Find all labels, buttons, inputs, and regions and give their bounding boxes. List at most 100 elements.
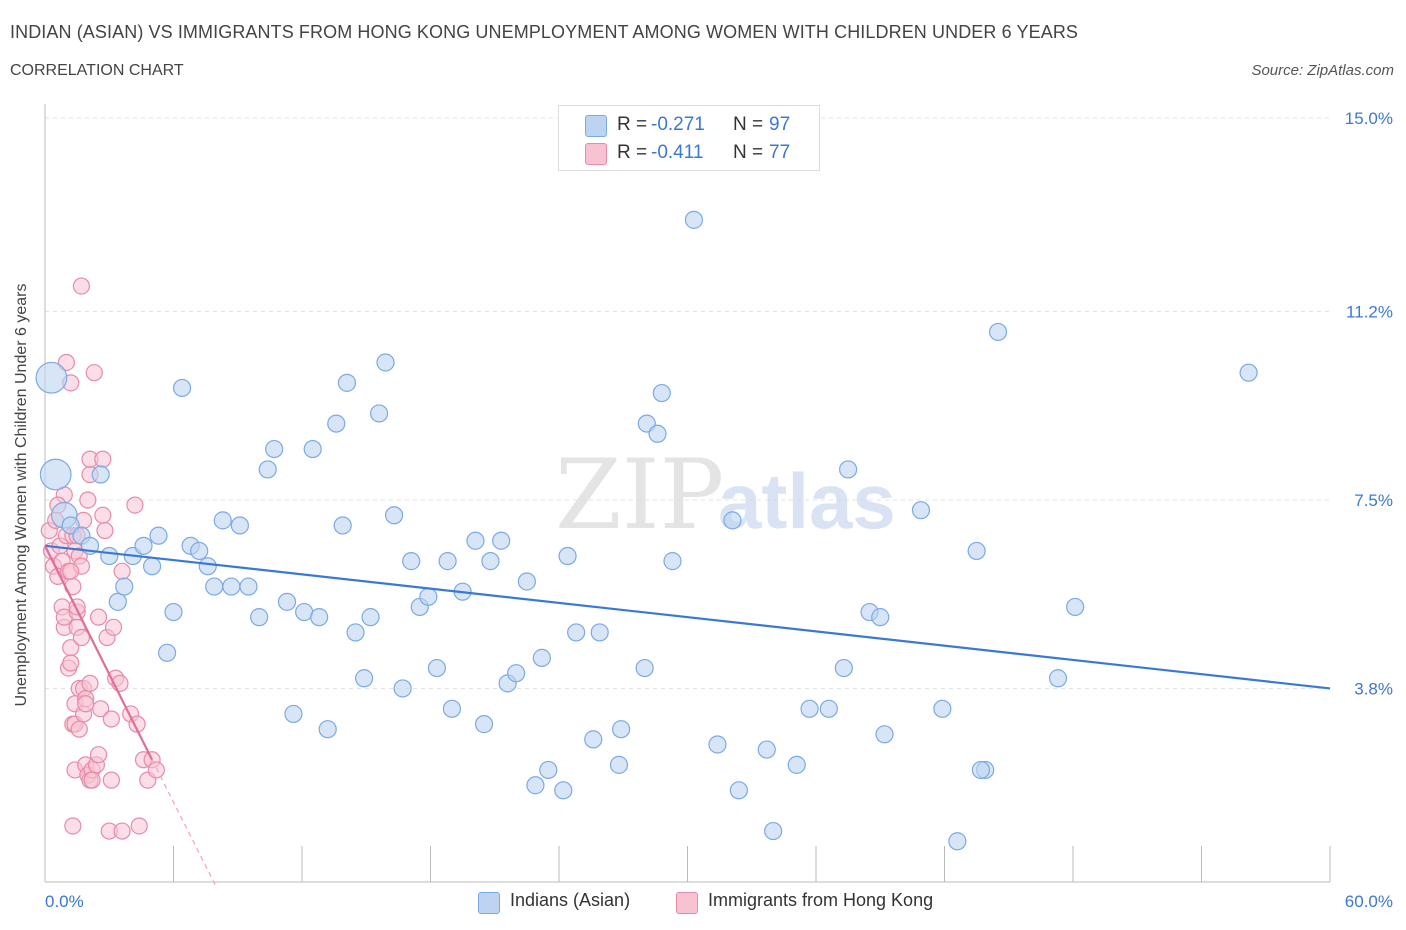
indians-point (100, 546, 119, 566)
indians-point (442, 699, 462, 718)
hongkong-point (104, 618, 123, 636)
hongkong-point (79, 491, 97, 509)
indians-point (198, 557, 217, 576)
indians-point (988, 322, 1008, 342)
hongkong-point (64, 817, 82, 835)
indians-point (648, 424, 667, 443)
hongkong-point (77, 695, 95, 713)
indians-point (612, 720, 631, 739)
indians-point (427, 658, 447, 678)
hongkong-point (102, 710, 120, 728)
indians-point (303, 439, 322, 459)
trend-lines (44, 544, 1331, 888)
indians-point (164, 602, 183, 622)
indians-point (149, 526, 168, 545)
indians-point (1048, 669, 1068, 688)
hongkong-point (89, 746, 108, 764)
indians-point (663, 552, 682, 571)
indians-point (635, 658, 654, 678)
indians-point (402, 552, 421, 571)
indians-point (250, 608, 269, 627)
chart-title: INDIAN (ASIAN) VS IMMIGRANTS FROM HONG K… (10, 22, 1079, 42)
indians-point (532, 648, 551, 667)
legend-r-label: R = (617, 114, 648, 135)
source-label: Source: ZipAtlas.com (1251, 62, 1394, 79)
indians-point (584, 730, 603, 749)
indians-point (438, 552, 457, 571)
indians-point (134, 536, 153, 555)
indians-point (157, 643, 177, 662)
indians-point (142, 557, 162, 576)
indians-point (723, 511, 742, 530)
chart-subtitle: CORRELATION CHART (10, 62, 184, 79)
indians-point (205, 577, 224, 596)
indians-point (757, 740, 776, 759)
indians-point (265, 439, 284, 459)
correlation-legend: R = -0.271 N = 97 R = -0.411 N = 77 (558, 105, 820, 171)
watermark: ZIP atlas (555, 439, 896, 551)
hongkong-point (68, 598, 86, 616)
indians-point (526, 776, 545, 795)
indians-point (590, 623, 609, 642)
hongkong-point (70, 720, 88, 738)
hongkong-point (130, 817, 148, 835)
indians-point (190, 541, 209, 561)
watermark-atlas: atlas (718, 457, 896, 545)
legend-swatch-indians (585, 115, 607, 137)
indians-point (310, 608, 329, 627)
hongkong-point (94, 506, 112, 524)
indians-point (967, 541, 986, 561)
indians-point (652, 383, 671, 403)
hongkong-point (96, 521, 114, 540)
indians-point (1066, 597, 1085, 617)
indians-point (517, 572, 536, 591)
legend-r-value-indians: -0.271 (651, 114, 705, 135)
hongkong-trend-line (44, 545, 154, 761)
legend-n-value-hongkong: 77 (769, 142, 791, 163)
indians-point (333, 516, 352, 535)
indians-point (222, 577, 241, 596)
bottom-legend-label-indians: Indians (Asian) (510, 890, 631, 910)
indians-point (819, 699, 838, 718)
y-tick-label: 11.2% (1346, 303, 1393, 322)
hongkong-point (102, 771, 120, 789)
indians-point (554, 781, 573, 800)
indians-point (346, 623, 365, 642)
indians-point (481, 552, 500, 571)
hongkong-point (72, 277, 91, 295)
indians-point (230, 516, 249, 535)
indians-point (492, 531, 511, 550)
indians-point (318, 720, 337, 739)
y-axis-label: Unemployment Among Women with Children U… (13, 283, 30, 707)
watermark-zip: ZIP (555, 439, 724, 551)
indians-point (39, 458, 72, 491)
hongkong-point (147, 761, 165, 779)
y-tick-label: 15.0% (1345, 109, 1393, 128)
indians-point (875, 725, 894, 744)
indians-point (911, 501, 931, 520)
indians-point (327, 414, 346, 433)
indians-point (839, 460, 858, 479)
indians-point (1239, 363, 1258, 382)
indians-point (108, 592, 127, 611)
bottom-legend-label-hongkong: Immigrants from Hong Kong (708, 890, 934, 910)
legend-n-label: N = (733, 142, 764, 163)
hongkong-point (72, 628, 91, 647)
y-tick-label: 7.5% (1354, 491, 1393, 510)
hongkong-point (62, 562, 80, 580)
hongkong-point (81, 674, 99, 692)
indians-point (115, 577, 134, 596)
indians-point (466, 531, 485, 550)
indians-points (35, 210, 1258, 851)
indians-point (539, 760, 558, 780)
axes (44, 104, 1331, 883)
indians-point (172, 378, 192, 398)
indians-point (764, 821, 783, 841)
y-tick-label: 3.8% (1354, 679, 1393, 698)
indians-point (258, 460, 277, 479)
hongkong-trend-extension (151, 759, 217, 888)
indians-point (393, 679, 412, 698)
indians-point (558, 546, 577, 566)
indians-point (948, 832, 967, 851)
indians-point (384, 506, 404, 525)
